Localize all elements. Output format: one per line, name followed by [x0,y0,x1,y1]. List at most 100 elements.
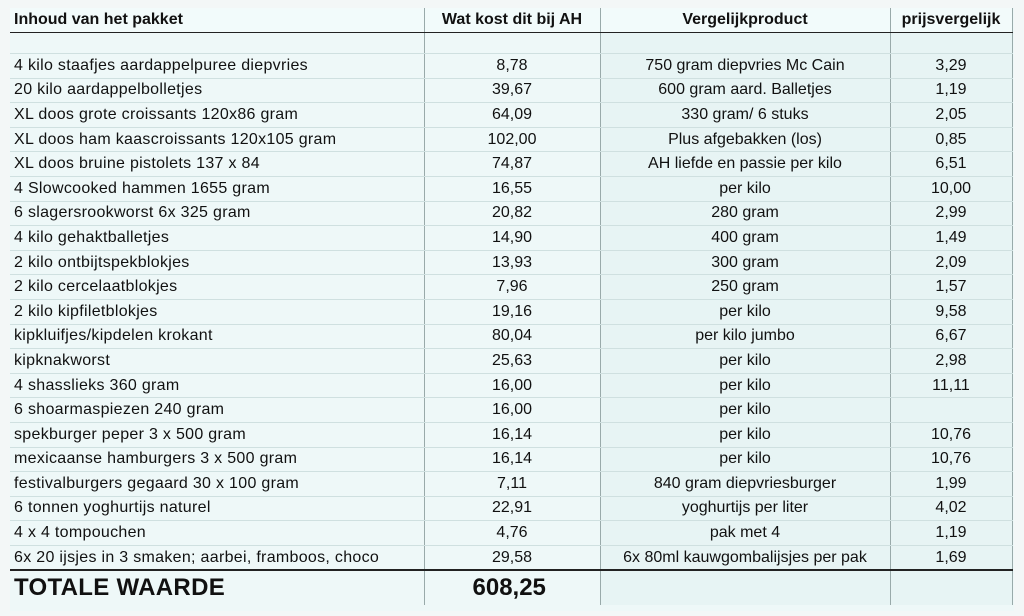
cell-comparison-product[interactable]: Plus afgebakken (los) [600,127,891,153]
cell-price-comparison[interactable]: 2,98 [890,348,1013,374]
cell-price[interactable]: 74,87 [424,151,601,177]
cell-price-comparison[interactable]: 1,57 [890,274,1013,300]
cell-comparison-product[interactable]: pak met 4 [600,520,891,546]
cell-comparison-product[interactable]: 750 gram diepvries Mc Cain [600,53,891,79]
cell-price-comparison[interactable]: 10,00 [890,176,1013,202]
header-contents[interactable]: Inhoud van het pakket [10,8,425,33]
cell-comparison-product[interactable]: 280 gram [600,201,891,227]
cell-price-comparison[interactable]: 0,85 [890,127,1013,153]
cell-comparison-product[interactable]: 330 gram/ 6 stuks [600,102,891,128]
cell-price[interactable]: 25,63 [424,348,601,374]
cell-item[interactable]: 4 Slowcooked hammen 1655 gram [10,176,425,202]
cell-price[interactable]: 80,04 [424,324,601,350]
cell-item[interactable]: 4 x 4 tompouchen [10,520,425,546]
cell-price[interactable]: 29,58 [424,545,601,571]
cell-price[interactable]: 22,91 [424,496,601,522]
cell-item[interactable]: XL doos grote croissants 120x86 gram [10,102,425,128]
cell-comparison-product[interactable]: per kilo [600,447,891,473]
cell-item[interactable]: 20 kilo aardappelbolletjes [10,78,425,104]
cell-item[interactable]: 2 kilo cercelaatblokjes [10,274,425,300]
cell-price-comparison[interactable]: 1,69 [890,545,1013,571]
cell-item[interactable]: 2 kilo ontbijtspekblokjes [10,250,425,276]
empty-cell[interactable] [10,32,425,54]
cell-price-comparison[interactable]: 2,99 [890,201,1013,227]
cell-item[interactable]: XL doos ham kaascroissants 120x105 gram [10,127,425,153]
cell-item[interactable]: festivalburgers gegaard 30 x 100 gram [10,471,425,497]
table-row: 20 kilo aardappelbolletjes 39,67 600 gram … [10,78,1013,104]
cell-item[interactable]: spekburger peper 3 x 500 gram [10,422,425,448]
cell-comparison-product[interactable]: per kilo [600,422,891,448]
cell-comparison-product[interactable]: per kilo [600,348,891,374]
empty-cell[interactable] [424,32,601,54]
cell-item[interactable]: mexicaanse hamburgers 3 x 500 gram [10,447,425,473]
cell-item[interactable]: 6x 20 ijsjes in 3 smaken; aarbei, frambo… [10,545,425,571]
cell-price[interactable]: 7,96 [424,274,601,300]
cell-price-comparison[interactable]: 10,76 [890,422,1013,448]
cell-item[interactable]: kipkluifjes/kipdelen krokant [10,324,425,350]
cell-item[interactable]: 4 kilo staafjes aardappelpuree diepvries [10,53,425,79]
cell-price-comparison[interactable]: 2,05 [890,102,1013,128]
cell-comparison-product[interactable]: 600 gram aard. Balletjes [600,78,891,104]
empty-cell[interactable] [890,32,1013,54]
cell-price[interactable]: 102,00 [424,127,601,153]
cell-price[interactable]: 64,09 [424,102,601,128]
cell-comparison-product[interactable]: 400 gram [600,225,891,251]
cell-price-comparison[interactable]: 6,51 [890,151,1013,177]
cell-comparison-product[interactable]: 300 gram [600,250,891,276]
cell-comparison-product[interactable]: per kilo [600,373,891,399]
cell-price-comparison[interactable]: 1,19 [890,78,1013,104]
total-label[interactable]: TOTALE WAARDE [10,569,425,606]
cell-item[interactable]: 4 shasslieks 360 gram [10,373,425,399]
header-comparison-product[interactable]: Vergelijkproduct [600,8,891,33]
table-row: 6 shoarmaspiezen 240 gram 16,00 per kilo [10,397,1013,423]
cell-price[interactable]: 13,93 [424,250,601,276]
cell-price[interactable]: 8,78 [424,53,601,79]
cell-item[interactable]: 6 tonnen yoghurtijs naturel [10,496,425,522]
cell-price[interactable]: 16,55 [424,176,601,202]
cell-price-comparison[interactable]: 11,11 [890,373,1013,399]
cell-price-comparison[interactable]: 3,29 [890,53,1013,79]
cell-price[interactable]: 14,90 [424,225,601,251]
cell-item[interactable]: 4 kilo gehaktballetjes [10,225,425,251]
empty-cell[interactable] [890,569,1013,606]
cell-price-comparison[interactable]: 9,58 [890,299,1013,325]
cell-price-comparison[interactable]: 1,99 [890,471,1013,497]
table-row: 4 kilo staafjes aardappelpuree diepvries… [10,53,1013,79]
cell-price-comparison[interactable]: 2,09 [890,250,1013,276]
cell-item[interactable]: 6 slagersrookworst 6x 325 gram [10,201,425,227]
header-price-ah[interactable]: Wat kost dit bij AH [424,8,601,33]
cell-price[interactable]: 16,14 [424,447,601,473]
cell-price-comparison[interactable]: 1,19 [890,520,1013,546]
cell-comparison-product[interactable]: 840 gram diepvriesburger [600,471,891,497]
cell-price-comparison[interactable] [890,397,1013,423]
cell-price-comparison[interactable]: 10,76 [890,447,1013,473]
cell-comparison-product[interactable]: per kilo jumbo [600,324,891,350]
cell-price[interactable]: 7,11 [424,471,601,497]
cell-comparison-product[interactable]: yoghurtijs per liter [600,496,891,522]
cell-price[interactable]: 19,16 [424,299,601,325]
cell-price[interactable]: 16,00 [424,373,601,399]
cell-price-comparison[interactable]: 4,02 [890,496,1013,522]
cell-comparison-product[interactable]: 6x 80ml kauwgombalijsjes per pak [600,545,891,571]
cell-comparison-product[interactable]: per kilo [600,176,891,202]
cell-comparison-product[interactable]: per kilo [600,397,891,423]
cell-comparison-product[interactable]: per kilo [600,299,891,325]
cell-comparison-product[interactable]: AH liefde en passie per kilo [600,151,891,177]
empty-cell[interactable] [600,569,891,606]
cell-price-comparison[interactable]: 1,49 [890,225,1013,251]
cell-item[interactable]: 2 kilo kipfiletblokjes [10,299,425,325]
total-value[interactable]: 608,25 [424,569,601,606]
cell-price[interactable]: 39,67 [424,78,601,104]
cell-price[interactable]: 4,76 [424,520,601,546]
header-price-comparison[interactable]: prijsvergelijk [890,8,1013,33]
cell-price-comparison[interactable]: 6,67 [890,324,1013,350]
table-row: spekburger peper 3 x 500 gram 16,14 per ki… [10,422,1013,448]
cell-item[interactable]: XL doos bruine pistolets 137 x 84 [10,151,425,177]
cell-price[interactable]: 20,82 [424,201,601,227]
cell-price[interactable]: 16,00 [424,397,601,423]
cell-item[interactable]: 6 shoarmaspiezen 240 gram [10,397,425,423]
empty-cell[interactable] [600,32,891,54]
cell-item[interactable]: kipknakworst [10,348,425,374]
cell-price[interactable]: 16,14 [424,422,601,448]
cell-comparison-product[interactable]: 250 gram [600,274,891,300]
